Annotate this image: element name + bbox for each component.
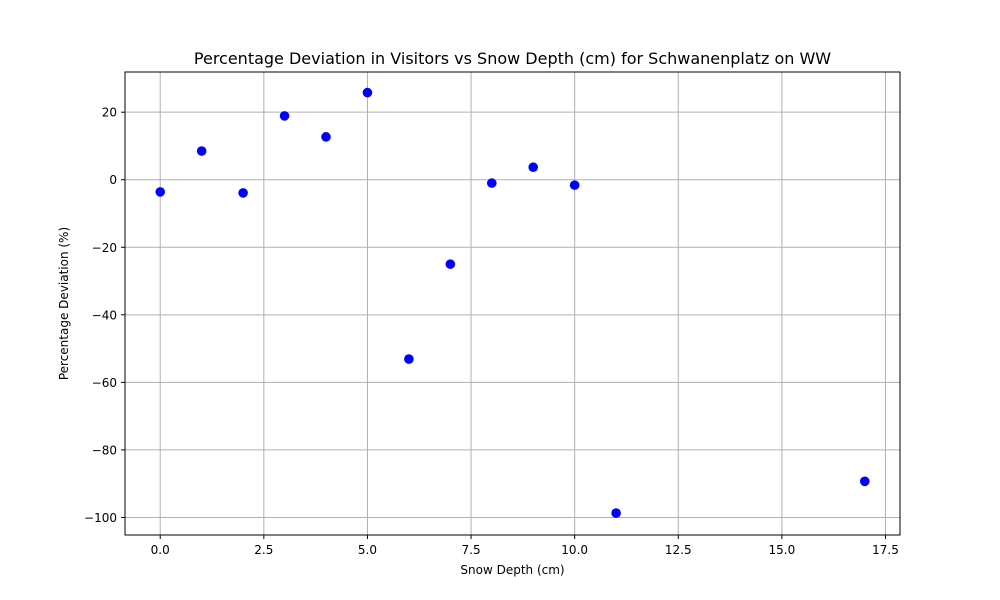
x-tick-label: 0.0 — [151, 543, 170, 557]
data-point — [155, 187, 166, 197]
x-tick-label: 5.0 — [358, 543, 377, 557]
y-axis-label: Percentage Deviation (%) — [57, 227, 71, 380]
chart-title: Percentage Deviation in Visitors vs Snow… — [194, 49, 831, 68]
y-axis-ticks: 20 0 −20 −40 −60 −80 −100 — [84, 106, 125, 525]
data-point — [362, 87, 373, 98]
data-points — [155, 87, 870, 518]
y-tick-label: −40 — [92, 308, 117, 322]
data-point — [445, 259, 456, 269]
data-point — [238, 188, 248, 198]
x-tick-label: 12.5 — [665, 543, 692, 557]
y-tick-label: −100 — [84, 511, 117, 525]
data-point — [486, 178, 497, 188]
x-tick-label: 15.0 — [769, 543, 796, 557]
data-point — [196, 146, 207, 156]
x-tick-label: 17.5 — [872, 543, 899, 557]
data-point — [279, 111, 290, 121]
y-tick-label: 0 — [109, 173, 117, 187]
y-tick-label: 20 — [102, 106, 117, 120]
y-tick-label: −60 — [92, 376, 117, 390]
x-tick-label: 10.0 — [561, 543, 588, 557]
y-tick-label: −80 — [92, 443, 117, 457]
x-tick-label: 2.5 — [254, 543, 273, 557]
data-point — [404, 354, 414, 364]
x-axis-label: Snow Depth (cm) — [460, 563, 564, 577]
y-tick-label: −20 — [92, 241, 117, 255]
data-point — [859, 476, 870, 487]
data-point — [569, 180, 580, 190]
data-point — [321, 132, 331, 142]
grid — [125, 72, 900, 535]
x-tick-label: 7.5 — [462, 543, 481, 557]
plot-area-frame — [124, 71, 901, 536]
data-point — [528, 162, 539, 173]
data-point — [611, 508, 621, 518]
x-axis-ticks: 0.0 2.5 5.0 7.5 10.0 12.5 15.0 17.5 — [151, 535, 899, 557]
